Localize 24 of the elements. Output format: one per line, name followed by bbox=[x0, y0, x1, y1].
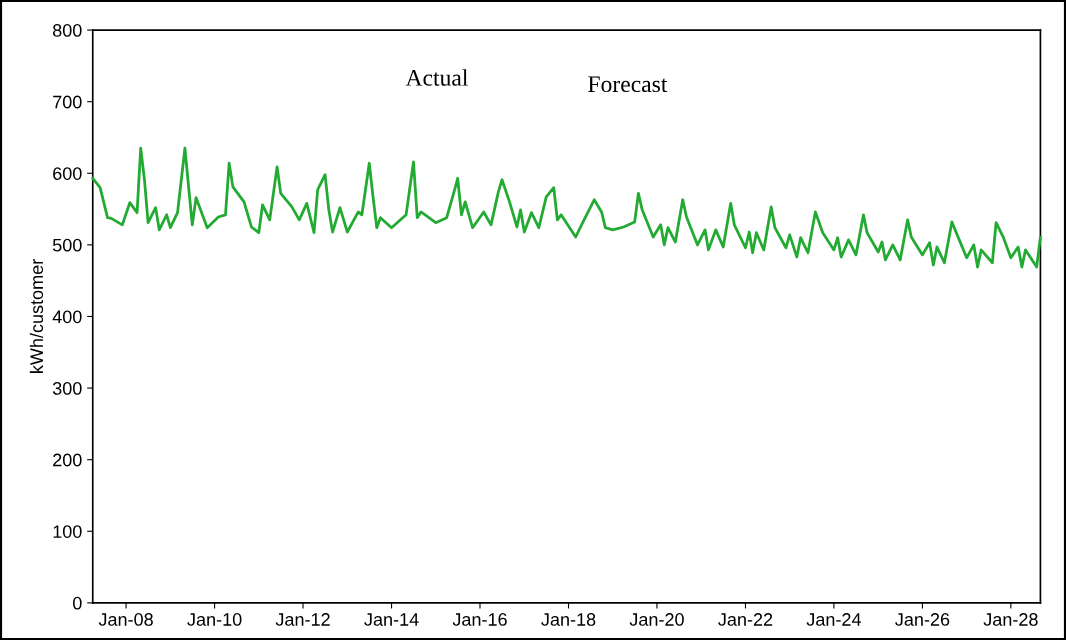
x-tick-label: Jan-22 bbox=[718, 613, 773, 626]
x-tick-label: Jan-14 bbox=[364, 613, 419, 626]
y-tick-label: 600 bbox=[53, 167, 82, 180]
annotation: Actual bbox=[405, 69, 468, 86]
x-tick-label: Jan-26 bbox=[895, 613, 950, 626]
y-tick-label: 300 bbox=[52, 382, 82, 395]
x-tick-label: Jan-10 bbox=[187, 613, 242, 626]
y-tick-label: 800 bbox=[52, 24, 82, 37]
y-tick-label: 200 bbox=[53, 453, 82, 467]
y-tick-label: 500 bbox=[52, 238, 82, 252]
x-tick-label: Jan-16 bbox=[452, 613, 507, 626]
annotation: Forecast bbox=[588, 76, 668, 93]
x-tick-label: Jan-24 bbox=[806, 613, 861, 626]
y-tick-label: 100 bbox=[53, 525, 82, 538]
x-tick-label: Jan-18 bbox=[541, 613, 596, 626]
y-tick-label: 0 bbox=[72, 596, 82, 610]
x-tick-label: Jan-08 bbox=[98, 613, 153, 626]
y-axis-title: kWh/customer bbox=[29, 259, 44, 373]
y-tick-label: 700 bbox=[53, 95, 82, 109]
x-tick-label: Jan-20 bbox=[629, 613, 684, 626]
line-series bbox=[91, 146, 1042, 269]
x-tick-label: Jan-12 bbox=[275, 613, 330, 626]
x-tick-label: Jan-28 bbox=[983, 613, 1038, 626]
y-tick-label: 400 bbox=[52, 310, 82, 324]
